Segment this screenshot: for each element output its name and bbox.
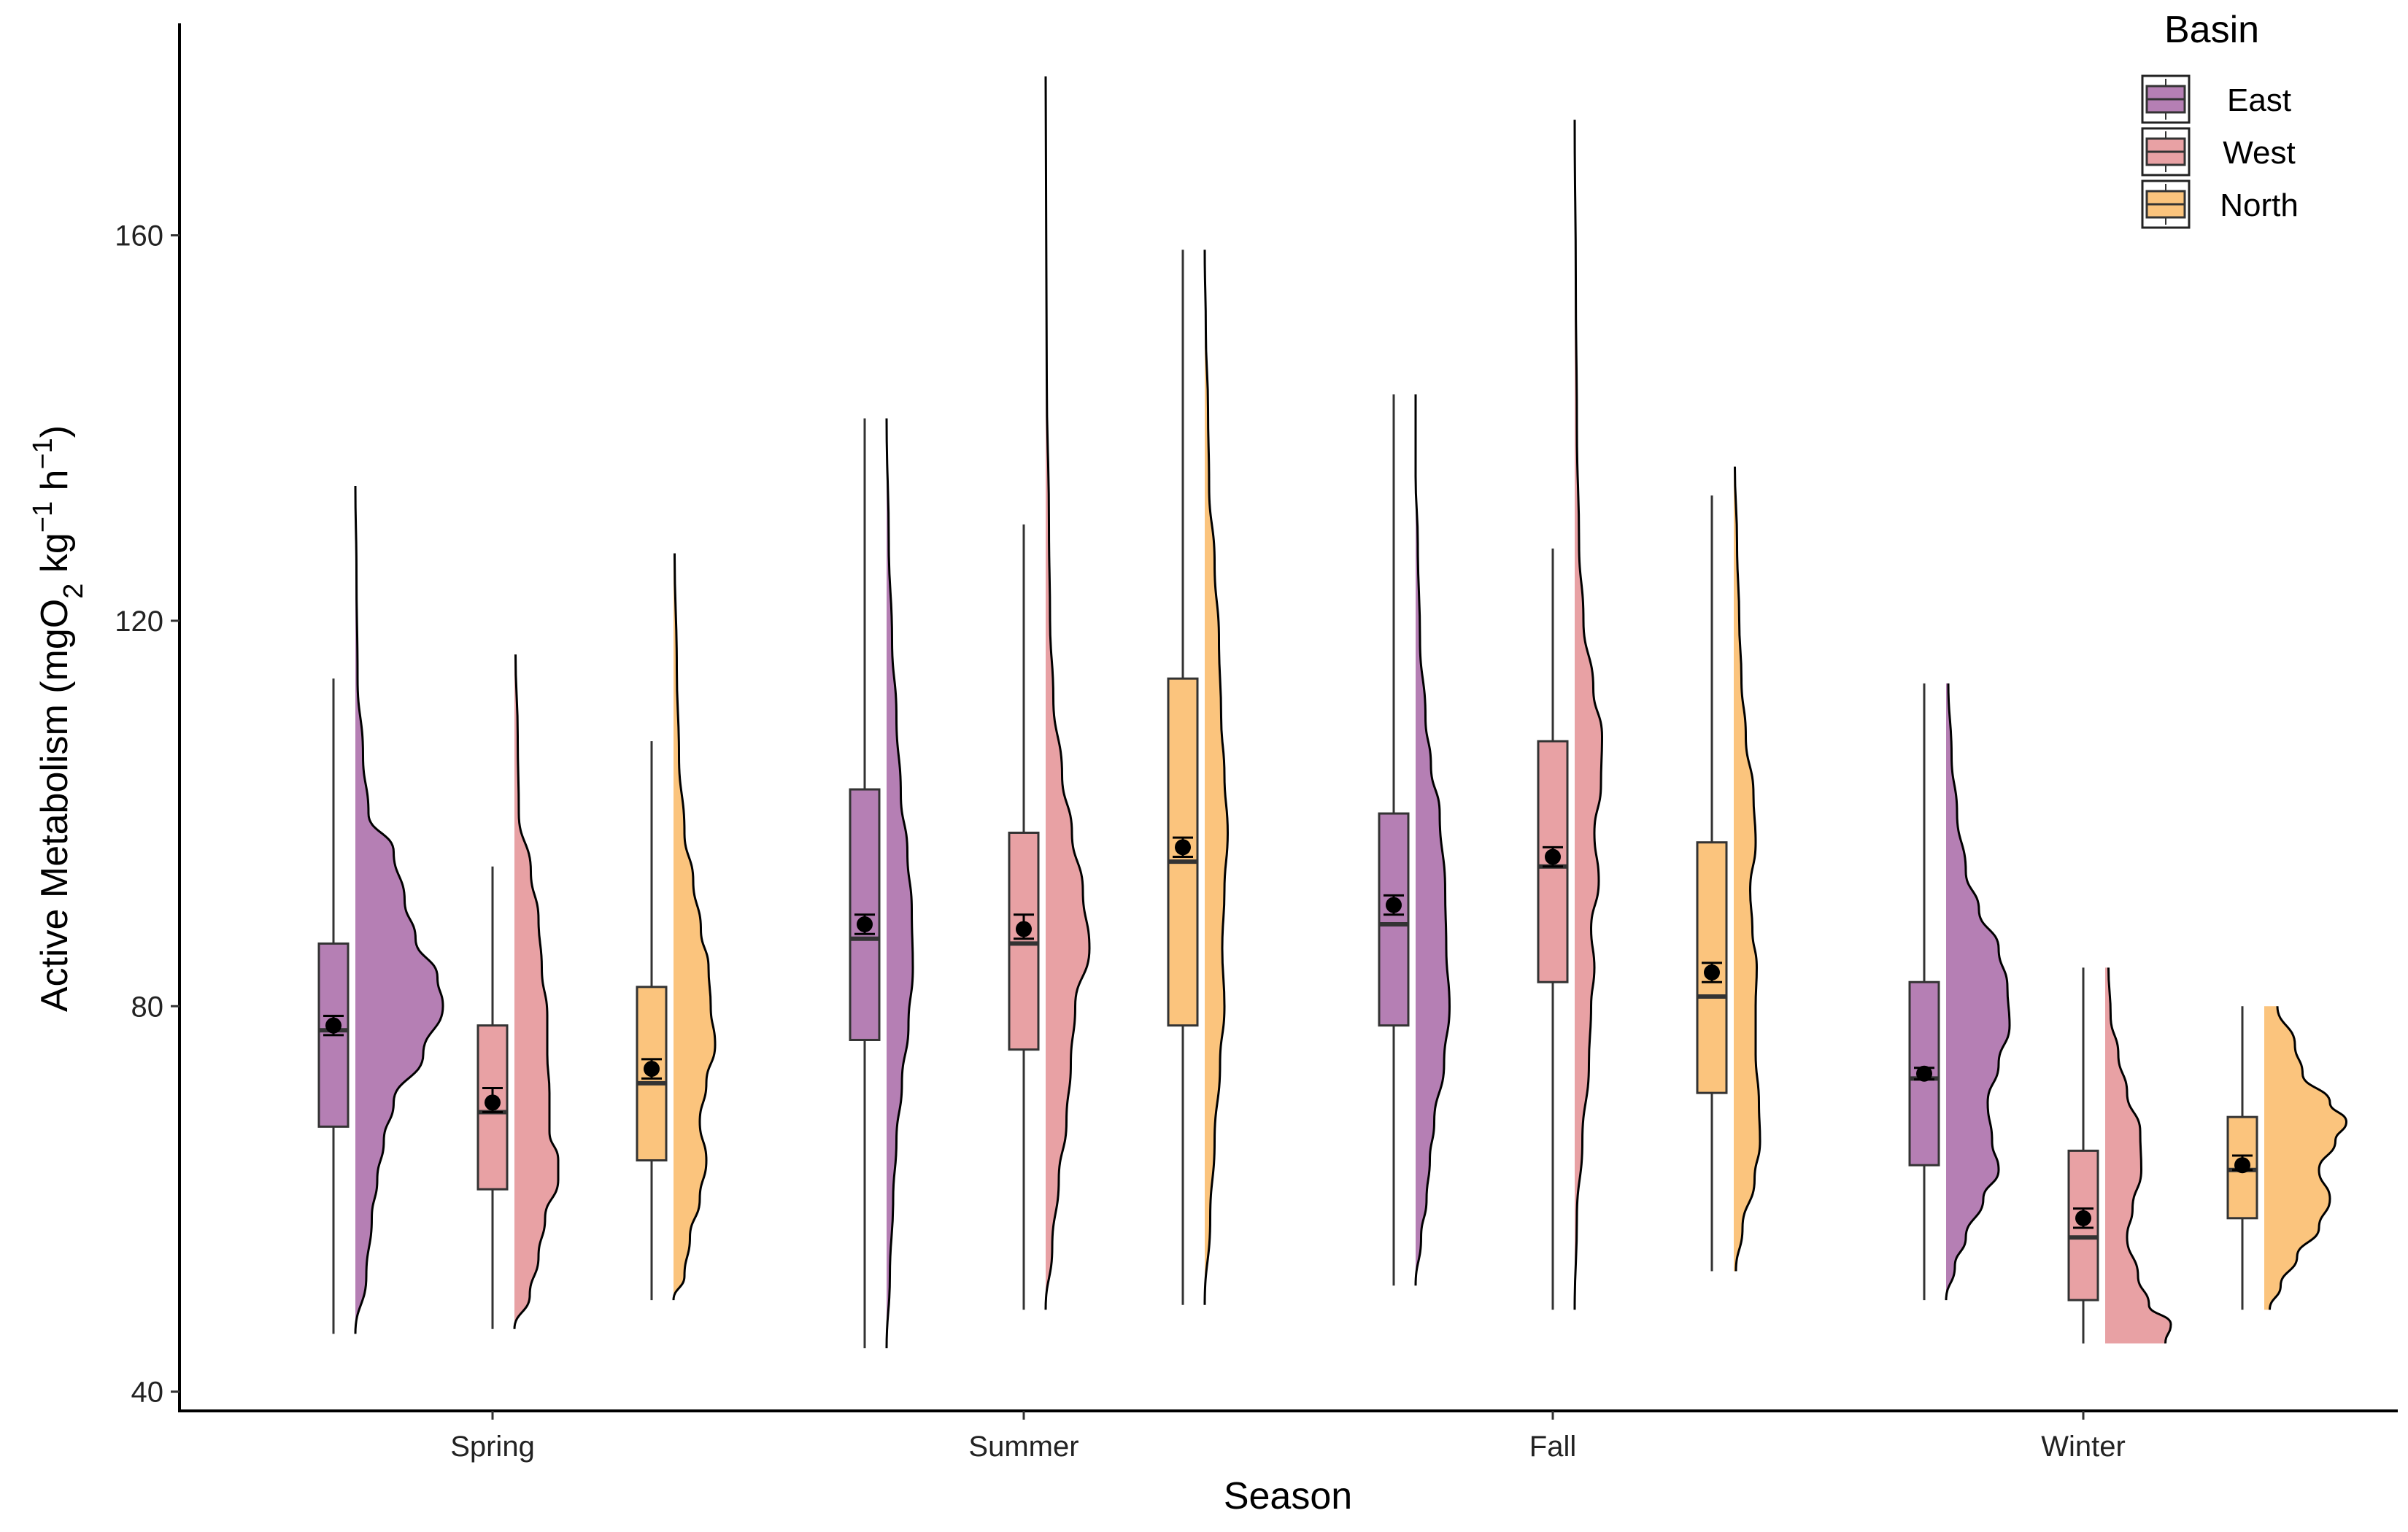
density-outline bbox=[354, 485, 444, 1334]
legend-item-west: West bbox=[2141, 127, 2296, 177]
density-outline bbox=[672, 553, 717, 1301]
mean-point bbox=[857, 916, 873, 932]
density-fill bbox=[1416, 394, 1450, 1286]
raincloud-north-fall bbox=[1696, 466, 1761, 1272]
x-tick-label: Winter bbox=[2041, 1431, 2126, 1463]
density-outline bbox=[885, 418, 914, 1349]
legend: Basin East West North bbox=[2141, 9, 2299, 229]
y-tick-label: 160 bbox=[115, 220, 163, 252]
legend-label: North bbox=[2220, 187, 2299, 223]
x-axis-ticks: Spring Summer Fall Winter bbox=[450, 1411, 2126, 1463]
y-axis-title-superscript: −1 bbox=[28, 438, 58, 469]
density-fill bbox=[2264, 1006, 2347, 1310]
plot-area bbox=[317, 76, 2348, 1349]
legend-title: Basin bbox=[2164, 9, 2259, 51]
density-fill bbox=[514, 654, 558, 1329]
raincloud-west-summer bbox=[1008, 76, 1091, 1310]
x-tick-label: Spring bbox=[450, 1431, 535, 1463]
density-outline bbox=[1945, 683, 2011, 1301]
y-axis-title-part: ) bbox=[34, 425, 76, 438]
density-fill bbox=[1946, 683, 2010, 1301]
mean-point bbox=[644, 1061, 660, 1078]
density-fill bbox=[1046, 76, 1089, 1310]
mean-point bbox=[1175, 839, 1191, 856]
density-fill bbox=[1205, 249, 1228, 1305]
raincloud-west-winter bbox=[2067, 967, 2172, 1344]
mean-point bbox=[2075, 1210, 2091, 1226]
y-tick-label: 80 bbox=[131, 991, 164, 1023]
mean-point bbox=[1016, 921, 1032, 937]
density-outline bbox=[1203, 249, 1230, 1305]
y-axis-title-part: kg bbox=[34, 533, 76, 583]
y-axis-title-superscript: −1 bbox=[28, 501, 58, 533]
density-outline bbox=[1414, 394, 1451, 1286]
legend-item-north: North bbox=[2141, 179, 2299, 229]
mean-point bbox=[325, 1017, 341, 1034]
raincloud-west-fall bbox=[1537, 120, 1604, 1310]
density-outline bbox=[1044, 76, 1091, 1310]
y-axis-title-part: Active Metabolism (mgO bbox=[34, 599, 76, 1012]
box bbox=[1378, 812, 1410, 1027]
mean-point bbox=[1916, 1065, 1932, 1082]
raincloud-east-fall bbox=[1378, 394, 1451, 1286]
legend-label: East bbox=[2227, 82, 2291, 118]
y-axis-title: Active Metabolism (mgO2 kg−1 h−1) bbox=[28, 425, 89, 1012]
x-tick-label: Fall bbox=[1529, 1431, 1576, 1463]
x-axis-title: Season bbox=[1224, 1475, 1352, 1517]
raincloud-north-winter bbox=[2226, 1006, 2348, 1310]
legend-item-east: East bbox=[2141, 74, 2291, 124]
density-fill bbox=[1575, 120, 1602, 1310]
density-outline bbox=[1573, 120, 1604, 1310]
legend-items: East West North bbox=[2141, 74, 2299, 229]
density-outline bbox=[513, 654, 560, 1329]
raincloud-east-spring bbox=[317, 485, 444, 1334]
box bbox=[1008, 832, 1040, 1051]
density-fill bbox=[674, 553, 715, 1301]
y-tick-label: 40 bbox=[131, 1377, 164, 1409]
density-outline bbox=[2269, 1006, 2348, 1310]
raincloud-west-spring bbox=[476, 654, 560, 1329]
y-axis-title-subscript: 2 bbox=[58, 584, 89, 599]
density-fill bbox=[887, 418, 913, 1349]
density-fill bbox=[355, 486, 443, 1334]
x-tick-label: Summer bbox=[968, 1431, 1078, 1463]
y-axis-ticks: 40 80 120 160 bbox=[115, 220, 180, 1409]
raincloud-north-spring bbox=[636, 553, 717, 1301]
legend-label: West bbox=[2223, 135, 2295, 171]
raincloud-east-summer bbox=[849, 418, 914, 1349]
mean-point bbox=[1545, 848, 1561, 865]
y-axis-title-part: h bbox=[34, 470, 76, 501]
y-tick-label: 120 bbox=[115, 606, 163, 638]
mean-point bbox=[1704, 964, 1720, 981]
density-fill bbox=[2105, 967, 2171, 1344]
density-outline bbox=[1734, 466, 1761, 1272]
density-outline bbox=[2107, 967, 2172, 1344]
raincloud-north-summer bbox=[1167, 249, 1230, 1305]
mean-point bbox=[2234, 1157, 2250, 1174]
mean-point bbox=[1386, 897, 1402, 913]
mean-point bbox=[485, 1094, 501, 1111]
raincloud-east-winter bbox=[1908, 683, 2011, 1301]
